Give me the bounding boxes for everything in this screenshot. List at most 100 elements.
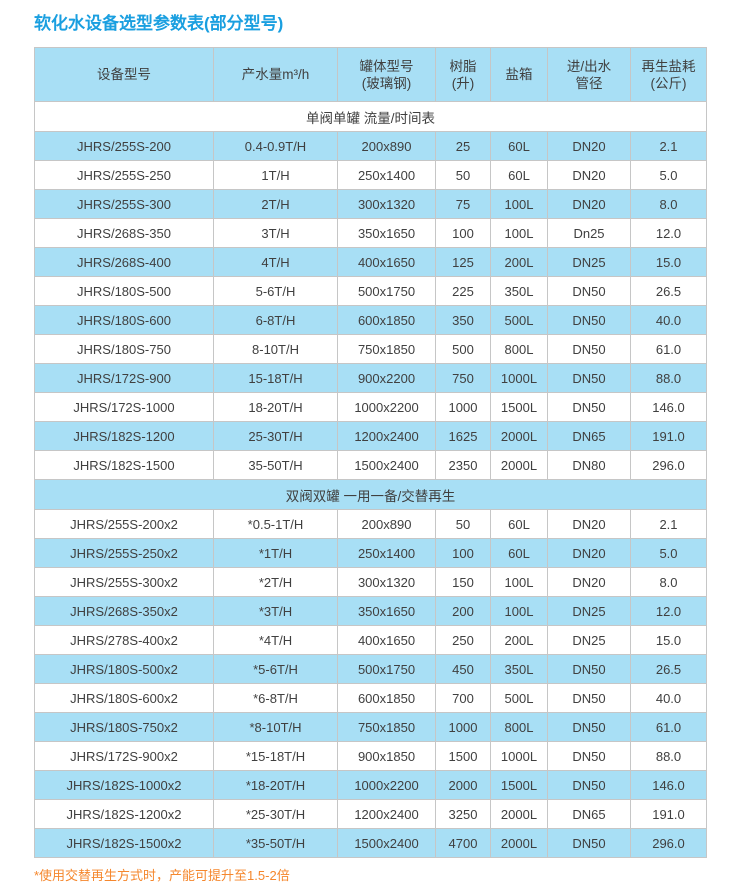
table-cell: 5-6T/H bbox=[213, 276, 338, 306]
table-cell: JHRS/182S-1200 bbox=[34, 421, 214, 451]
table-cell: 350x1650 bbox=[337, 218, 436, 248]
table-cell: 8-10T/H bbox=[213, 334, 338, 364]
table-cell: 0.4-0.9T/H bbox=[213, 131, 338, 161]
table-cell: 225 bbox=[435, 276, 491, 306]
table-cell: 12.0 bbox=[630, 218, 707, 248]
table-cell: 75 bbox=[435, 189, 491, 219]
table-cell: DN50 bbox=[547, 741, 631, 771]
table-cell: 26.5 bbox=[630, 654, 707, 684]
table-cell: 100 bbox=[435, 538, 491, 568]
table-cell: DN50 bbox=[547, 392, 631, 422]
table-cell: JHRS/182S-1500 bbox=[34, 450, 214, 480]
table-cell: 1000x2200 bbox=[337, 770, 436, 800]
table-cell: 88.0 bbox=[630, 363, 707, 393]
table-cell: JHRS/268S-400 bbox=[34, 247, 214, 277]
table-cell: DN20 bbox=[547, 131, 631, 161]
table-cell: 500 bbox=[435, 334, 491, 364]
table-row: JHRS/268S-350x2 *3T/H 350x1650 200 100L DN25 1… bbox=[34, 596, 707, 626]
table-cell: 800L bbox=[490, 334, 548, 364]
table-cell: 250 bbox=[435, 625, 491, 655]
footnote: *使用交替再生方式时，产能可提升至1.5-2倍 bbox=[34, 868, 290, 883]
table-cell: JHRS/180S-600x2 bbox=[34, 683, 214, 713]
table-cell: DN50 bbox=[547, 828, 631, 858]
table-cell: 1500x2400 bbox=[337, 828, 436, 858]
table-cell: 500L bbox=[490, 683, 548, 713]
table-cell: JHRS/255S-250x2 bbox=[34, 538, 214, 568]
table-row: JHRS/180S-600x2 *6-8T/H 600x1850 700 500L DN5… bbox=[34, 683, 707, 713]
table-cell: 60L bbox=[490, 538, 548, 568]
table-cell: 1T/H bbox=[213, 160, 338, 190]
table-cell: JHRS/255S-300 bbox=[34, 189, 214, 219]
table-cell: 100L bbox=[490, 596, 548, 626]
table-cell: 250x1400 bbox=[337, 160, 436, 190]
table-cell: 15.0 bbox=[630, 625, 707, 655]
table-cell: DN20 bbox=[547, 509, 631, 539]
table-cell: 146.0 bbox=[630, 392, 707, 422]
table-cell: 26.5 bbox=[630, 276, 707, 306]
table-cell: Dn25 bbox=[547, 218, 631, 248]
column-header-resin: 树脂 (升) bbox=[435, 47, 491, 102]
column-header-salt-consumption: 再生盐耗 (公斤) bbox=[630, 47, 707, 102]
spec-table: 设备型号 产水量m³/h 罐体型号 (玻璃钢) 树脂 (升) 盐箱 进/出水 管… bbox=[34, 47, 707, 858]
table-cell: 200 bbox=[435, 596, 491, 626]
table-row: JHRS/180S-600 6-8T/H 600x1850 350 500L DN50 40… bbox=[34, 305, 707, 335]
table-cell: JHRS/172S-900 bbox=[34, 363, 214, 393]
table-cell: *6-8T/H bbox=[213, 683, 338, 713]
table-cell: 8.0 bbox=[630, 567, 707, 597]
table-cell: *1T/H bbox=[213, 538, 338, 568]
table-cell: DN25 bbox=[547, 625, 631, 655]
table-cell: 2T/H bbox=[213, 189, 338, 219]
table-cell: 3T/H bbox=[213, 218, 338, 248]
table-row: JHRS/278S-400x2 *4T/H 400x1650 250 200L DN25 1… bbox=[34, 625, 707, 655]
table-cell: 1000L bbox=[490, 363, 548, 393]
table-cell: DN50 bbox=[547, 683, 631, 713]
section-header-row: 单阀单罐 流量/时间表 bbox=[34, 101, 707, 132]
table-cell: 350L bbox=[490, 654, 548, 684]
table-row: JHRS/255S-250 1T/H 250x1400 50 60L DN20 5.0 bbox=[34, 160, 707, 190]
table-cell: DN50 bbox=[547, 654, 631, 684]
table-cell: JHRS/180S-500x2 bbox=[34, 654, 214, 684]
table-cell: *35-50T/H bbox=[213, 828, 338, 858]
table-cell: JHRS/182S-1000x2 bbox=[34, 770, 214, 800]
table-cell: 25 bbox=[435, 131, 491, 161]
table-cell: 1500L bbox=[490, 392, 548, 422]
table-row: JHRS/180S-750 8-10T/H 750x1850 500 800L DN50 6… bbox=[34, 334, 707, 364]
table-cell: 25-30T/H bbox=[213, 421, 338, 451]
table-cell: 61.0 bbox=[630, 334, 707, 364]
table-cell: 5.0 bbox=[630, 160, 707, 190]
column-header-saltbox: 盐箱 bbox=[490, 47, 548, 102]
table-cell: 300x1320 bbox=[337, 189, 436, 219]
table-cell: DN25 bbox=[547, 247, 631, 277]
column-header-model: 设备型号 bbox=[34, 47, 214, 102]
table-cell: 1000 bbox=[435, 712, 491, 742]
table-cell: 900x2200 bbox=[337, 363, 436, 393]
table-cell: 100L bbox=[490, 218, 548, 248]
table-cell: 750 bbox=[435, 363, 491, 393]
table-cell: 2000L bbox=[490, 828, 548, 858]
table-cell: JHRS/255S-200 bbox=[34, 131, 214, 161]
table-cell: 100 bbox=[435, 218, 491, 248]
table-cell: 350 bbox=[435, 305, 491, 335]
table-cell: DN20 bbox=[547, 189, 631, 219]
table-cell: 1200x2400 bbox=[337, 799, 436, 829]
table-cell: 500L bbox=[490, 305, 548, 335]
table-cell: 1000L bbox=[490, 741, 548, 771]
table-cell: 8.0 bbox=[630, 189, 707, 219]
table-cell: DN50 bbox=[547, 334, 631, 364]
table-cell: JHRS/182S-1200x2 bbox=[34, 799, 214, 829]
table-cell: 100L bbox=[490, 189, 548, 219]
table-cell: 150 bbox=[435, 567, 491, 597]
table-cell: 4T/H bbox=[213, 247, 338, 277]
table-cell: 88.0 bbox=[630, 741, 707, 771]
table-cell: *18-20T/H bbox=[213, 770, 338, 800]
table-cell: DN50 bbox=[547, 712, 631, 742]
table-cell: 400x1650 bbox=[337, 625, 436, 655]
table-cell: 250x1400 bbox=[337, 538, 436, 568]
table-cell: 750x1850 bbox=[337, 334, 436, 364]
table-cell: 100L bbox=[490, 567, 548, 597]
section-double-valve: 双阀双罐 一用一备/交替再生 JHRS/255S-200x2 *0.5-1T/H 2… bbox=[34, 479, 707, 858]
table-cell: *0.5-1T/H bbox=[213, 509, 338, 539]
table-cell: 1500 bbox=[435, 741, 491, 771]
table-cell: 2350 bbox=[435, 450, 491, 480]
table-cell: 500x1750 bbox=[337, 276, 436, 306]
